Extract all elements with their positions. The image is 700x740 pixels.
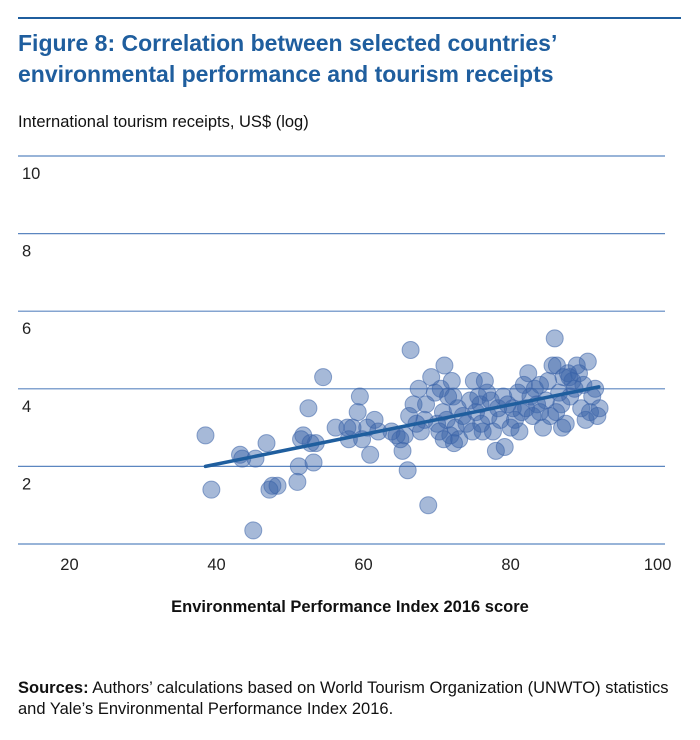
- data-point: [268, 476, 287, 495]
- data-point: [531, 403, 550, 422]
- data-point: [553, 418, 572, 437]
- data-point: [495, 438, 514, 456]
- y-tick-label: 4: [22, 398, 31, 416]
- data-point: [444, 387, 463, 406]
- x-tick-label: 40: [207, 556, 225, 574]
- data-point: [572, 399, 591, 418]
- data-point: [434, 430, 453, 449]
- data-point: [543, 356, 562, 375]
- x-axis-label: Environmental Performance Index 2016 sco…: [171, 598, 529, 616]
- data-point: [533, 418, 552, 437]
- data-point: [519, 364, 538, 383]
- data-point: [304, 453, 323, 472]
- data-point: [257, 434, 276, 453]
- data-point: [491, 410, 510, 429]
- trend-line-group: [203, 385, 601, 469]
- y-tick-label: 6: [22, 320, 31, 338]
- x-tick-label: 100: [644, 556, 672, 574]
- data-point: [450, 430, 469, 449]
- x-tick-label: 80: [501, 556, 519, 574]
- data-point: [348, 403, 367, 422]
- data-point: [196, 426, 215, 445]
- data-point: [361, 445, 380, 464]
- data-point: [473, 422, 492, 441]
- x-tick-label: 60: [354, 556, 372, 574]
- data-point: [472, 414, 491, 433]
- x-tick-labels: 20 40 60 80 100: [60, 556, 671, 574]
- data-point: [435, 356, 454, 375]
- sources-note: Sources: Authors’ calculations based on …: [18, 678, 683, 720]
- y-axis-label: International tourism receipts, US$ (log…: [18, 113, 309, 131]
- data-point: [514, 375, 533, 394]
- data-point: [288, 472, 307, 491]
- data-point: [401, 341, 420, 359]
- data-point: [506, 410, 525, 429]
- data-point: [578, 352, 597, 371]
- data-point: [338, 418, 357, 437]
- data-point: [398, 461, 417, 480]
- sources-label: Sources:: [18, 679, 89, 697]
- figure-title: Figure 8: Correlation between selected c…: [18, 28, 678, 90]
- data-point: [442, 372, 461, 391]
- trend-line: [203, 385, 601, 469]
- data-point: [202, 480, 221, 499]
- x-tick-label: 20: [60, 556, 78, 574]
- data-point: [547, 403, 566, 422]
- y-tick-label: 2: [22, 475, 31, 493]
- data-point: [475, 372, 494, 391]
- data-point: [560, 368, 579, 387]
- figure-title-line-2: environmental performance and tourism re…: [18, 61, 554, 87]
- data-point: [545, 329, 564, 348]
- y-tick-label: 8: [22, 243, 31, 261]
- data-point: [510, 422, 529, 441]
- data-point: [393, 441, 412, 460]
- sources-text: Authors’ calculations based on World Tou…: [18, 679, 669, 718]
- data-point: [446, 418, 465, 437]
- data-point: [422, 368, 441, 387]
- top-rule: [18, 17, 681, 19]
- data-point: [244, 521, 263, 540]
- data-point: [314, 368, 333, 387]
- gridlines: [18, 155, 665, 545]
- data-point: [590, 399, 609, 418]
- data-point: [289, 457, 308, 476]
- scatter-chart: 2 4 6 8 10 20 40 60 80 100: [18, 155, 671, 574]
- y-tick-label: 10: [22, 165, 40, 183]
- y-tick-labels: 2 4 6 8 10: [22, 165, 40, 493]
- data-point: [419, 496, 438, 515]
- data-point: [439, 387, 458, 406]
- data-points: [196, 329, 609, 540]
- data-point: [365, 410, 384, 429]
- data-point: [299, 399, 318, 418]
- data-point: [486, 441, 505, 460]
- data-point: [350, 387, 369, 406]
- figure-title-line-1: Figure 8: Correlation between selected c…: [18, 30, 558, 56]
- data-point: [263, 476, 282, 495]
